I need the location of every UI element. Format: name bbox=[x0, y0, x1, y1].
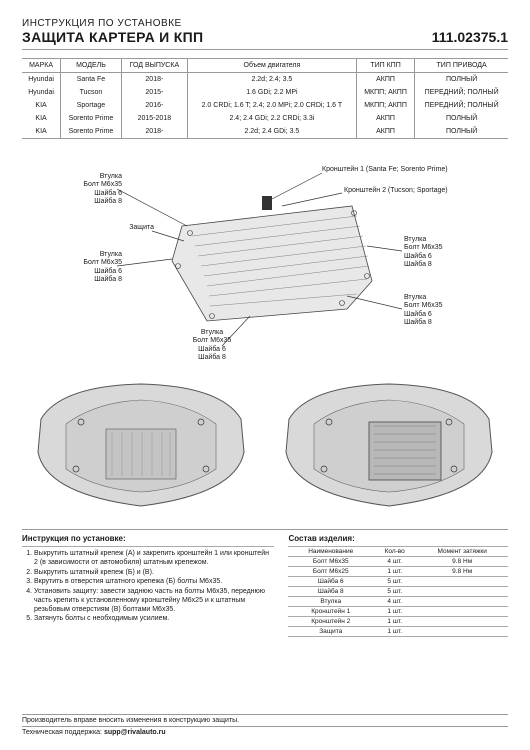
cell: ПЕРЕДНИЙ; ПОЛНЫЙ bbox=[415, 99, 508, 112]
cell: 1.6 GDi; 2.2 MPi bbox=[187, 86, 356, 99]
cell: Hyundai bbox=[22, 73, 61, 87]
cell: Sorento Prime bbox=[61, 112, 122, 125]
bom-cell bbox=[416, 577, 508, 587]
callout-mid-right: ВтулкаБолт М6х35Шайба 6Шайба 8 bbox=[404, 236, 484, 270]
instructions-title: Инструкция по установке: bbox=[22, 534, 274, 543]
cell: АКПП bbox=[356, 112, 414, 125]
callout-zashita: Защита bbox=[104, 224, 154, 232]
bom-cell: Шайба 6 bbox=[288, 577, 373, 587]
cell: KIA bbox=[22, 112, 61, 125]
bom-cell: 5 шт. bbox=[373, 577, 416, 587]
cell: Tucson bbox=[61, 86, 122, 99]
col-header: ГОД ВЫПУСКА bbox=[121, 59, 187, 73]
bom-col: Наименование bbox=[288, 547, 373, 557]
cell: 2.2d; 2.4 GDi; 3.5 bbox=[187, 125, 356, 139]
footer: Производитель вправе вносить изменения в… bbox=[22, 712, 508, 736]
exploded-diagram: ВтулкаБолт М6х35Шайба 6Шайба 8 Защита Вт… bbox=[22, 151, 508, 361]
skid-plate-svg bbox=[162, 191, 382, 331]
bom-cell: Болт М6х25 bbox=[288, 567, 373, 577]
bom-col: Кол-во bbox=[373, 547, 416, 557]
bom-cell bbox=[416, 607, 508, 617]
underside-views bbox=[22, 369, 508, 519]
cell: KIA bbox=[22, 99, 61, 112]
callout-bot-right: ВтулкаБолт М6х35Шайба 6Шайба 8 bbox=[404, 294, 484, 328]
part-number: 111.02375.1 bbox=[432, 29, 508, 45]
bom-cell: 1 шт. bbox=[373, 607, 416, 617]
underside-left-svg bbox=[26, 374, 256, 514]
bom-cell: 1 шт. bbox=[373, 567, 416, 577]
cell: 2.4; 2.4 GDi; 2.2 CRDi; 3.3i bbox=[187, 112, 356, 125]
cell: АКПП bbox=[356, 73, 414, 87]
title: ЗАЩИТА КАРТЕРА И КПП bbox=[22, 29, 203, 45]
callout-top-left: ВтулкаБолт М6х35Шайба 6Шайба 8 bbox=[42, 173, 122, 207]
disclaimer: Производитель вправе вносить изменения в… bbox=[22, 717, 508, 724]
bom-cell: Шайба 8 bbox=[288, 587, 373, 597]
cell: ПОЛНЫЙ bbox=[415, 112, 508, 125]
cell: Sportage bbox=[61, 99, 122, 112]
callout-kron1: Кронштейн 1 (Santa Fe; Sorento Prime) bbox=[322, 166, 502, 174]
cell: 2016- bbox=[121, 99, 187, 112]
cell: KIA bbox=[22, 125, 61, 139]
step: Установить защиту: завести заднюю часть … bbox=[34, 588, 274, 614]
instructions: Инструкция по установке: Выкрутить штатн… bbox=[22, 534, 274, 637]
cell: 2015-2018 bbox=[121, 112, 187, 125]
cell: 2015- bbox=[121, 86, 187, 99]
bom-cell: Кронштейн 2 bbox=[288, 617, 373, 627]
divider bbox=[22, 49, 508, 50]
cell: 2018- bbox=[121, 125, 187, 139]
bom-cell: Втулка bbox=[288, 597, 373, 607]
cell: Sorento Prime bbox=[61, 125, 122, 139]
bom-table: НаименованиеКол-воМомент затяжки Болт М6… bbox=[288, 546, 508, 637]
bom-title: Состав изделия: bbox=[288, 534, 508, 543]
bom-cell: Болт М6х35 bbox=[288, 557, 373, 567]
cell: Santa Fe bbox=[61, 73, 122, 87]
underside-right-svg bbox=[274, 374, 504, 514]
bom-cell: 9.8 Нм bbox=[416, 567, 508, 577]
bom-cell bbox=[416, 597, 508, 607]
support-label: Техническая поддержка: bbox=[22, 729, 102, 736]
pretitle: ИНСТРУКЦИЯ ПО УСТАНОВКЕ bbox=[22, 18, 508, 29]
col-header: Объем двигателя bbox=[187, 59, 356, 73]
callout-mid-left: ВтулкаБолт М6х35Шайба 6Шайба 8 bbox=[42, 251, 122, 285]
bom-cell bbox=[416, 627, 508, 637]
cell: ПОЛНЫЙ bbox=[415, 125, 508, 139]
cell: 2.2d; 2.4; 3.5 bbox=[187, 73, 356, 87]
cell: 2.0 CRDi; 1.6 T; 2.4; 2.0 MPi; 2.0 CRDi;… bbox=[187, 99, 356, 112]
bom-cell: 5 шт. bbox=[373, 587, 416, 597]
step: Вкрутить в отверстия штатного крепежа (Б… bbox=[34, 578, 274, 587]
bom-cell bbox=[416, 617, 508, 627]
vehicle-table: МАРКАМОДЕЛЬГОД ВЫПУСКАОбъем двигателяТИП… bbox=[22, 58, 508, 139]
bom-cell: 1 шт. bbox=[373, 617, 416, 627]
col-header: МАРКА bbox=[22, 59, 61, 73]
cell: МКПП; АКПП bbox=[356, 86, 414, 99]
callout-kron2: Кронштейн 2 (Tucson; Sportage) bbox=[344, 187, 504, 195]
col-header: ТИП КПП bbox=[356, 59, 414, 73]
step: Выкрутить штатный крепеж (А) и закрепить… bbox=[34, 550, 274, 568]
bom: Состав изделия: НаименованиеКол-воМомент… bbox=[288, 534, 508, 637]
callout-bottom: ВтулкаБолт М6х35Шайба 6Шайба 8 bbox=[172, 329, 252, 363]
bom-cell: Кронштейн 1 bbox=[288, 607, 373, 617]
cell: ПОЛНЫЙ bbox=[415, 73, 508, 87]
bom-cell: 4 шт. bbox=[373, 597, 416, 607]
col-header: МОДЕЛЬ bbox=[61, 59, 122, 73]
col-header: ТИП ПРИВОДА bbox=[415, 59, 508, 73]
cell: МКПП; АКПП bbox=[356, 99, 414, 112]
cell: Hyundai bbox=[22, 86, 61, 99]
divider-bottom bbox=[22, 529, 508, 530]
bom-cell: 4 шт. bbox=[373, 557, 416, 567]
cell: 2018- bbox=[121, 73, 187, 87]
bom-cell: Защита bbox=[288, 627, 373, 637]
bom-cell: 9.8 Нм bbox=[416, 557, 508, 567]
cell: ПЕРЕДНИЙ; ПОЛНЫЙ bbox=[415, 86, 508, 99]
bom-cell: 1 шт. bbox=[373, 627, 416, 637]
step: Выкрутить штатный крепеж (Б) и (В). bbox=[34, 569, 274, 578]
bom-col: Момент затяжки bbox=[416, 547, 508, 557]
support-email: supp@rivalauto.ru bbox=[104, 729, 166, 736]
cell: АКПП bbox=[356, 125, 414, 139]
bom-cell bbox=[416, 587, 508, 597]
step: Затянуть болты с необходимым усилием. bbox=[34, 615, 274, 624]
